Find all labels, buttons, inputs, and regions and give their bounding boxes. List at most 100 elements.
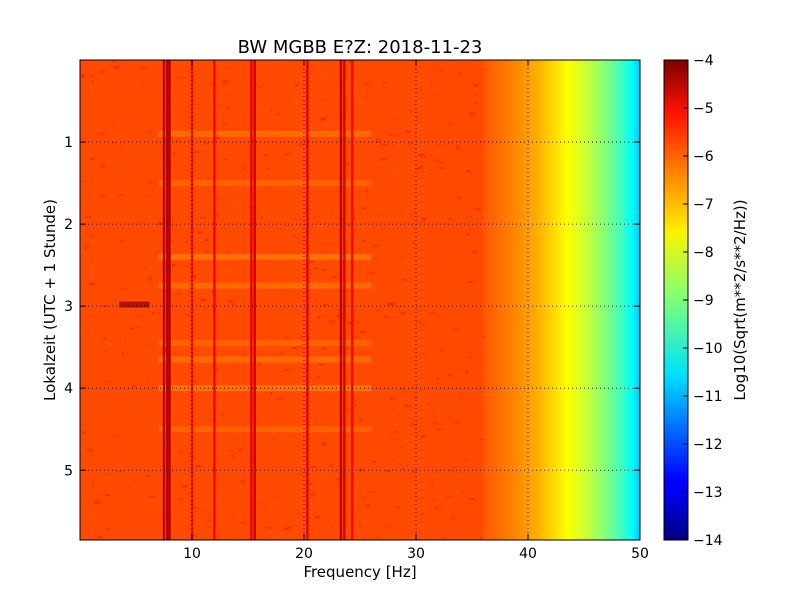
rolloff-band	[508, 60, 512, 540]
noise-cell	[203, 211, 208, 215]
plot-area	[80, 60, 640, 540]
noise-cell	[227, 102, 232, 106]
noise-cell	[426, 150, 433, 152]
noise-cell	[379, 213, 385, 216]
noise-cell	[164, 348, 168, 352]
noise-cell	[102, 360, 104, 362]
noise-cell	[407, 167, 411, 170]
noise-cell	[200, 298, 207, 302]
colorbar-tick-label: −7	[693, 197, 714, 213]
noise-cell	[378, 227, 385, 231]
rolloff-band	[502, 60, 507, 540]
noise-cell	[283, 310, 288, 313]
noise-cell	[242, 322, 245, 325]
noise-cell	[278, 471, 281, 474]
noise-cell	[408, 495, 413, 497]
noise-cell	[384, 490, 388, 493]
noise-cell	[164, 159, 168, 161]
noise-cell	[318, 382, 321, 384]
heatmap-cells	[80, 60, 640, 540]
noise-cell	[326, 488, 328, 491]
noise-cell	[407, 150, 411, 153]
spectral-line	[162, 60, 166, 540]
noise-cell	[96, 499, 102, 502]
noise-cell	[473, 94, 477, 97]
noise-cell	[351, 62, 358, 65]
noise-cell	[229, 409, 231, 412]
noise-cell	[151, 231, 155, 233]
noise-cell	[410, 353, 412, 355]
noise-cell	[439, 267, 445, 269]
noise-cell	[233, 79, 235, 83]
noise-cell	[143, 156, 147, 159]
noise-cell	[192, 507, 198, 509]
noise-cell	[192, 99, 195, 103]
rolloff-band	[497, 60, 501, 540]
noise-cell	[335, 142, 338, 144]
noise-cell	[479, 537, 481, 540]
noise-cell	[260, 67, 263, 69]
noise-cell	[311, 252, 315, 255]
colorbar-label: Log10(Sqrt(m**2/s**2/Hz))	[731, 199, 749, 400]
noise-cell	[436, 381, 438, 384]
rolloff-band	[603, 60, 607, 540]
noise-cell	[91, 481, 95, 484]
noise-cell	[388, 278, 394, 281]
rolloff-band	[626, 60, 630, 540]
noise-cell	[291, 501, 297, 504]
noise-cell	[334, 392, 338, 396]
rolloff-band	[567, 60, 571, 540]
noise-cell	[449, 469, 451, 472]
noise-cell	[173, 516, 179, 519]
noise-cell	[459, 392, 465, 396]
noise-cell	[390, 302, 395, 306]
noise-cell	[88, 283, 95, 286]
noise-cell	[101, 133, 105, 136]
noise-cell	[394, 430, 398, 433]
noise-cell	[462, 302, 465, 305]
noise-cell	[384, 316, 389, 318]
rolloff-band	[606, 60, 610, 540]
noise-cell	[329, 464, 334, 467]
noise-cell	[247, 533, 252, 535]
colorbar-tick-label: −6	[693, 149, 714, 165]
noise-cell	[84, 233, 87, 235]
time-event-band	[158, 130, 372, 137]
noise-cell	[362, 520, 368, 523]
noise-cell	[122, 213, 124, 215]
noise-cell	[369, 480, 371, 483]
noise-cell	[203, 398, 206, 400]
noise-cell	[412, 349, 414, 352]
noise-cell	[389, 438, 394, 440]
noise-cell	[224, 206, 226, 210]
noise-cell	[227, 108, 229, 111]
noise-cell	[414, 467, 420, 470]
noise-cell	[176, 291, 181, 294]
noise-cell	[379, 289, 384, 291]
rolloff-band	[500, 60, 504, 540]
noise-cell	[465, 170, 471, 173]
noise-cell	[172, 152, 176, 155]
noise-cell	[81, 73, 85, 76]
noise-cell	[288, 292, 293, 294]
noise-cell	[221, 116, 225, 118]
noise-cell	[149, 495, 154, 498]
noise-cell	[334, 478, 340, 481]
noise-cell	[375, 535, 379, 539]
noise-cell	[416, 421, 419, 424]
noise-cell	[145, 376, 150, 379]
spectral-line	[306, 60, 309, 540]
noise-cell	[133, 126, 135, 129]
rolloff-band	[612, 60, 616, 540]
noise-cell	[429, 336, 434, 340]
x-axis-label: Frequency [Hz]	[303, 563, 416, 581]
noise-cell	[365, 521, 371, 524]
noise-cell	[325, 433, 327, 436]
noise-cell	[231, 455, 235, 458]
noise-cell	[111, 126, 115, 128]
noise-cell	[418, 153, 424, 157]
noise-cell	[125, 325, 128, 328]
noise-cell	[155, 489, 158, 492]
noise-cell	[421, 409, 427, 412]
noise-cell	[448, 217, 453, 221]
